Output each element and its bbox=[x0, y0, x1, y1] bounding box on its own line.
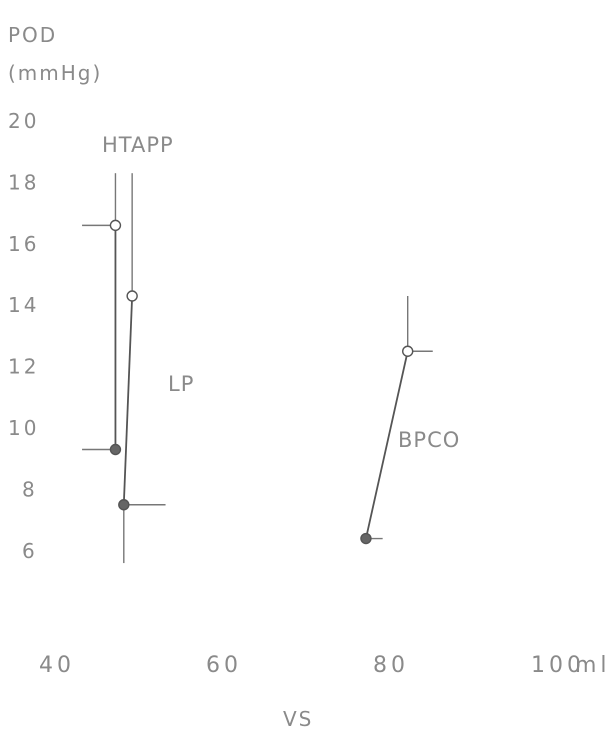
series-label-bpco: BPCO bbox=[398, 428, 460, 452]
y-tick-label: 20 bbox=[8, 109, 39, 133]
data-point bbox=[360, 532, 372, 545]
x-tick-label: 80 bbox=[373, 653, 409, 678]
x-unit-label: ml bbox=[575, 653, 608, 678]
x-tick-label: 40 bbox=[39, 653, 75, 678]
data-point bbox=[402, 345, 414, 357]
series-group bbox=[82, 173, 433, 564]
y-tick-label: 18 bbox=[8, 170, 39, 194]
y-tick-label: 10 bbox=[8, 416, 39, 440]
series-bpco bbox=[360, 295, 433, 545]
data-point bbox=[126, 290, 138, 302]
x-tick-label: 60 bbox=[206, 653, 242, 678]
y-axis-title-line1: POD bbox=[8, 23, 57, 47]
y-axis-title-line2: (mmHg) bbox=[8, 61, 102, 85]
series-lp bbox=[118, 173, 166, 564]
data-point bbox=[118, 499, 130, 511]
y-tick-labels: 20 18 16 14 12 10 8 6 bbox=[8, 109, 39, 563]
y-tick-label: 16 bbox=[8, 232, 39, 256]
y-tick-label: 14 bbox=[8, 293, 39, 317]
x-tick-labels: 40 60 80 100 bbox=[39, 653, 585, 678]
data-point bbox=[109, 219, 122, 232]
y-tick-label: 6 bbox=[22, 539, 38, 563]
x-tick-label: 100 bbox=[531, 653, 585, 678]
x-axis-title: VS bbox=[283, 707, 313, 730]
series-line bbox=[365, 351, 409, 539]
y-tick-label: 12 bbox=[8, 355, 39, 379]
series-label-lp: LP bbox=[168, 372, 194, 396]
series-htapp bbox=[82, 173, 122, 456]
y-tick-label: 8 bbox=[22, 477, 38, 501]
data-point bbox=[109, 443, 122, 456]
series-label-htapp: HTAPP bbox=[102, 133, 174, 157]
series-line bbox=[122, 295, 134, 505]
